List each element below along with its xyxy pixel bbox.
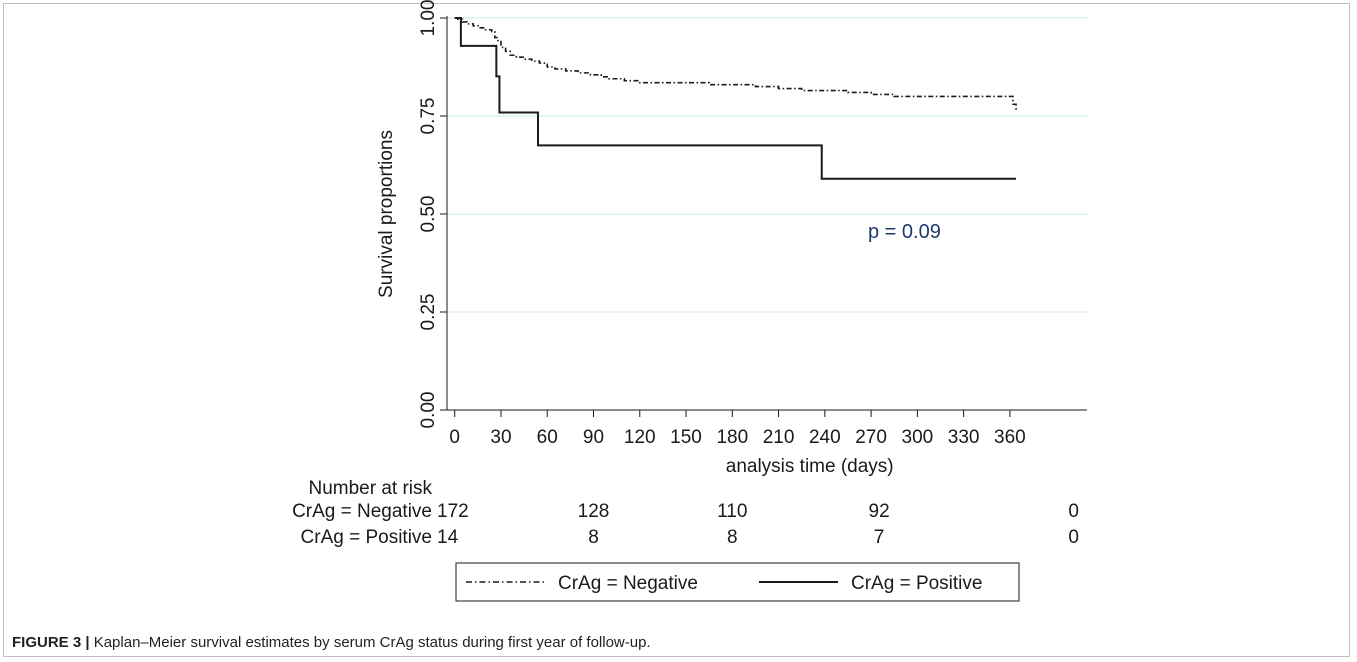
- risk-count: 128: [578, 501, 610, 522]
- x-tick-label: 300: [902, 427, 934, 448]
- p-value-annotation: p = 0.09: [868, 221, 941, 243]
- x-tick-label: 240: [809, 427, 841, 448]
- figure-frame: [3, 3, 1350, 657]
- risk-count: 8: [727, 527, 738, 548]
- y-axis-label: Survival proportions: [376, 130, 397, 298]
- risk-table-header: Number at risk: [308, 478, 432, 499]
- x-tick-label: 360: [994, 427, 1026, 448]
- y-tick-label: 1.00: [418, 0, 439, 36]
- risk-count: 0: [1068, 501, 1079, 522]
- x-tick-label: 270: [855, 427, 887, 448]
- x-tick-label: 0: [449, 427, 460, 448]
- x-tick-label: 90: [583, 427, 604, 448]
- risk-row-label: CrAg = Positive: [301, 527, 432, 548]
- risk-count: 110: [717, 501, 747, 522]
- x-tick-label: 60: [537, 427, 558, 448]
- legend-box: [455, 562, 1020, 602]
- legend: CrAg = Negative CrAg = Positive: [455, 562, 1020, 602]
- x-tick-label: 330: [948, 427, 980, 448]
- survival-curves: [454, 17, 1017, 180]
- gridlines: [448, 17, 1087, 313]
- x-tick-label: 120: [624, 427, 656, 448]
- y-tick-label: 0.75: [418, 98, 439, 135]
- risk-count: 172: [437, 501, 469, 522]
- caption-text: Kaplan–Meier survival estimates by serum…: [89, 634, 651, 651]
- figure-label: FIGURE 3 |: [12, 634, 90, 651]
- x-tick-label: 150: [670, 427, 702, 448]
- figure-caption: FIGURE 3 | Kaplan–Meier survival estimat…: [12, 634, 651, 651]
- y-tick-label: 0.25: [418, 294, 439, 331]
- y-tick-label: 0.00: [418, 392, 439, 429]
- risk-row-label: CrAg = Negative: [292, 501, 432, 522]
- curve-crag-negative: [454, 17, 1017, 113]
- risk-count: 8: [588, 527, 599, 548]
- risk-count: 14: [437, 527, 459, 548]
- x-tick-label: 180: [716, 427, 748, 448]
- risk-count: 92: [869, 501, 890, 522]
- y-tick-label: 0.50: [418, 196, 439, 233]
- risk-count: 0: [1068, 527, 1079, 548]
- x-tick-label: 210: [763, 427, 795, 448]
- legend-label-negative: CrAg = Negative: [558, 573, 698, 594]
- x-tick-label: 30: [490, 427, 511, 448]
- axes: [446, 16, 1087, 411]
- legend-label-positive: CrAg = Positive: [851, 573, 982, 594]
- x-ticks: 0 30 60 90 120 150 180 210 240 270 300 330 360: [449, 410, 1026, 448]
- risk-count: 7: [874, 527, 885, 548]
- y-ticks: 0.00 0.25 0.50 0.75 1.00: [418, 0, 447, 428]
- curve-crag-positive: [454, 17, 1017, 180]
- x-axis-label: analysis time (days): [726, 456, 894, 477]
- risk-table: Number at risk CrAg = Negative 172 128 110 9…: [292, 478, 1079, 548]
